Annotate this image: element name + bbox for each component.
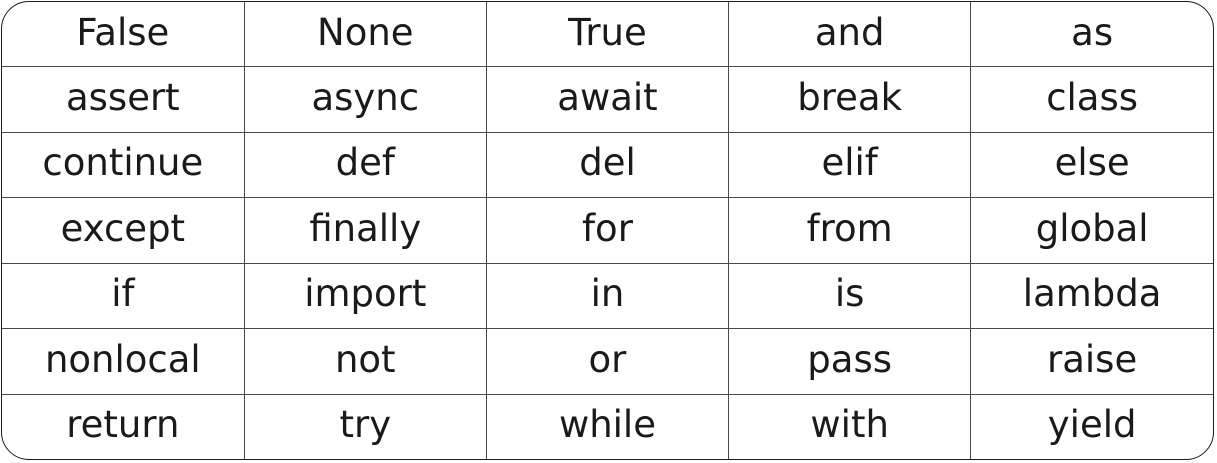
keyword-cell: break <box>728 66 972 133</box>
keyword-cell: global <box>970 197 1213 264</box>
keyword-cell: elif <box>728 131 972 199</box>
keyword-cell: pass <box>728 328 972 395</box>
keyword-cell: yield <box>970 393 1213 459</box>
keyword-cell: with <box>728 393 972 459</box>
keyword-cell: assert <box>2 66 245 133</box>
keyword-cell: and <box>728 2 972 68</box>
keyword-cell: not <box>243 328 487 395</box>
keyword-cell: else <box>970 131 1213 199</box>
table-row: False None True and as <box>2 2 1213 68</box>
keyword-cell: None <box>243 2 487 68</box>
keyword-cell: raise <box>970 328 1213 395</box>
table-row: nonlocal not or pass raise <box>2 328 1213 395</box>
keyword-cell: except <box>2 197 245 264</box>
keyword-cell: False <box>2 2 245 68</box>
table-row: except finally for from global <box>2 197 1213 264</box>
keyword-cell: lambda <box>970 262 1213 330</box>
keyword-cell: in <box>485 262 730 330</box>
keyword-cell: try <box>243 393 487 459</box>
keyword-cell: nonlocal <box>2 328 245 395</box>
keyword-cell: return <box>2 393 245 459</box>
keyword-cell: True <box>485 2 730 68</box>
keyword-cell: from <box>728 197 972 264</box>
keyword-cell: for <box>485 197 730 264</box>
keyword-cell: class <box>970 66 1213 133</box>
keyword-cell: await <box>485 66 730 133</box>
table-row: return try while with yield <box>2 393 1213 459</box>
keyword-cell: finally <box>243 197 487 264</box>
table-row: if import in is lambda <box>2 262 1213 330</box>
keyword-cell: while <box>485 393 730 459</box>
keyword-cell: as <box>970 2 1213 68</box>
keyword-cell: if <box>2 262 245 330</box>
keyword-cell: is <box>728 262 972 330</box>
keyword-cell: or <box>485 328 730 395</box>
keyword-cell: def <box>243 131 487 199</box>
keyword-cell: del <box>485 131 730 199</box>
keyword-cell: async <box>243 66 487 133</box>
table-row: continue def del elif else <box>2 131 1213 199</box>
table-row: assert async await break class <box>2 66 1213 133</box>
keyword-cell: import <box>243 262 487 330</box>
keyword-cell: continue <box>2 131 245 199</box>
